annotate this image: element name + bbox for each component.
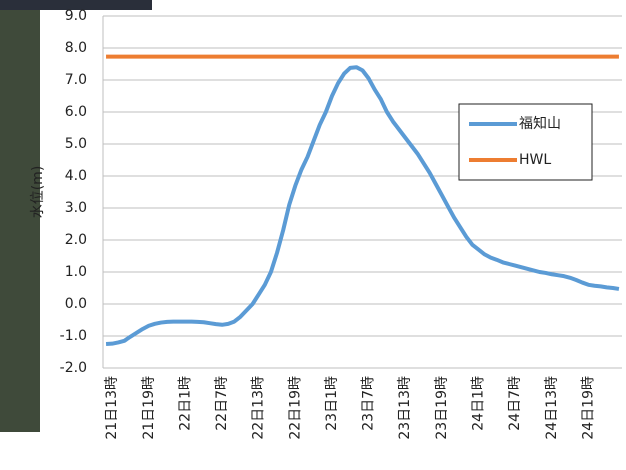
y-tick-label: -1.0 [60,328,87,344]
page: {"chart_data": {"type": "line", "ylabel"… [0,0,626,470]
x-tick-label: 23日13時 [397,376,413,440]
x-tick-label: 24日19時 [580,376,596,440]
x-tick-label: 22日13時 [251,376,267,440]
x-tick-label: 21日19時 [141,376,157,440]
y-axis-label: 水位(m) [30,166,46,219]
x-tick-label: 22日19時 [287,376,303,440]
legend-label: HWL [519,152,551,168]
y-tick-label: 9.0 [65,8,87,24]
legend-label: 福知山 [519,115,561,132]
y-tick-label: 7.0 [65,72,87,88]
x-tick-label: 24日7時 [507,376,523,431]
x-tick-label: 22日1時 [177,376,193,431]
y-tick-label: 0.0 [65,296,87,312]
x-tick-label: 21日13時 [104,376,120,440]
x-tick-label: 24日1時 [471,376,487,431]
y-tick-label: 8.0 [65,40,87,56]
y-tick-label: -2.0 [60,360,87,376]
y-tick-label: 5.0 [65,136,87,152]
x-tick-label: 24日13時 [544,376,560,440]
y-tick-label: 2.0 [65,232,87,248]
chart: 水位(m) -2.0 -1.0 0.0 1.0 2.0 3.0 4.0 5.0 6.0 7.0 8.… [0,0,626,470]
y-tick-label: 6.0 [65,104,87,120]
x-tick-label: 23日7時 [361,376,377,431]
y-tick-label: 3.0 [65,200,87,216]
x-tick-label: 23日19時 [434,376,450,440]
y-tick-label: 4.0 [65,168,87,184]
y-tick-label: 1.0 [65,264,87,280]
x-tick-label: 22日7時 [214,376,230,431]
x-tick-label: 23日1時 [324,376,340,431]
